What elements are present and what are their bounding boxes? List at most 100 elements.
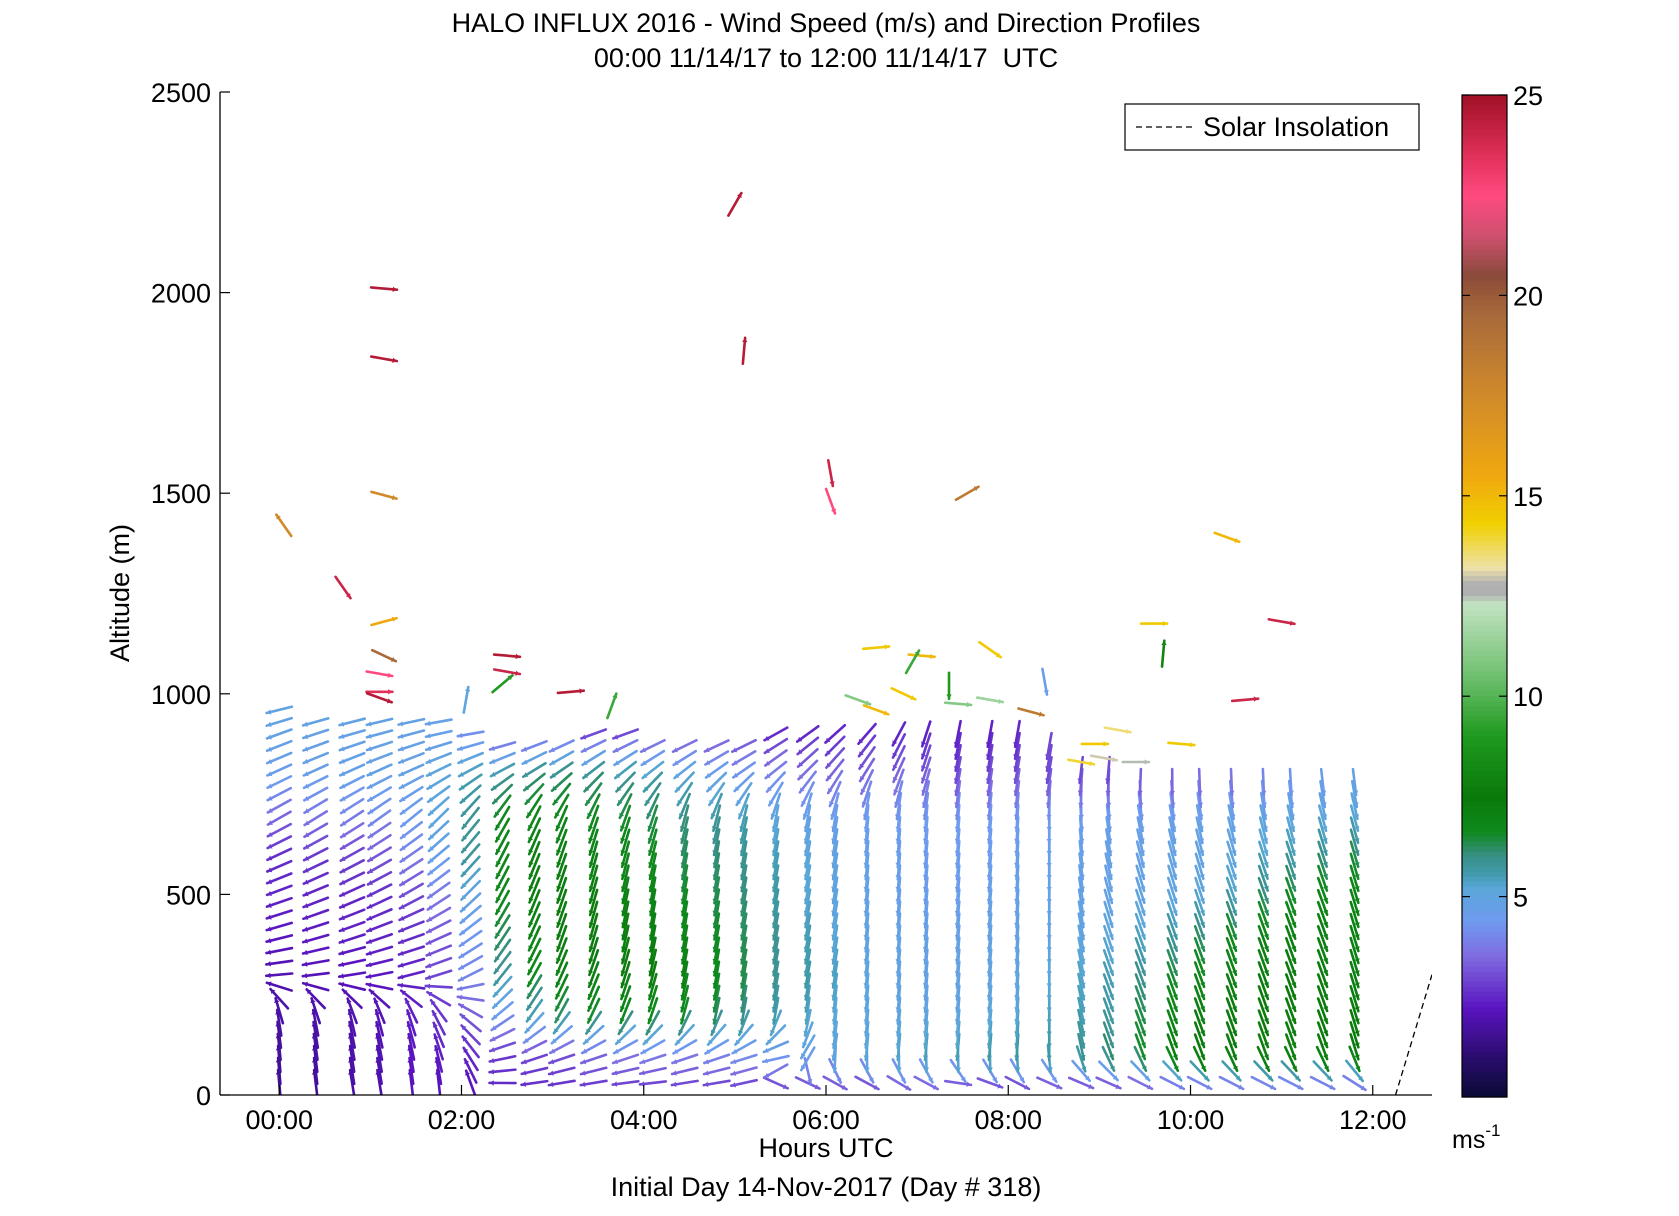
- colorbar-segment: [1462, 716, 1507, 722]
- wind-vector-head: [1263, 945, 1269, 951]
- wind-vector: [552, 1011, 571, 1035]
- wind-vector-head: [555, 812, 560, 818]
- wind-vector: [346, 997, 358, 1025]
- y-tick-label: 2000: [151, 279, 211, 309]
- wind-vector: [712, 984, 721, 1013]
- colorbar-segment: [1462, 245, 1507, 251]
- wind-vector: [802, 792, 813, 820]
- wind-vector-head: [712, 838, 718, 843]
- wind-vector-head: [550, 1048, 556, 1054]
- wind-vector-shaft: [1077, 936, 1086, 965]
- wind-vector-head: [986, 862, 992, 868]
- wind-vector-head: [401, 833, 407, 839]
- wind-vector: [366, 870, 393, 886]
- wind-vector-head: [1140, 897, 1146, 903]
- wind-vector-head: [400, 796, 406, 802]
- wind-vector: [1261, 767, 1267, 797]
- wind-vector-shaft: [893, 768, 905, 796]
- wind-vector-shaft: [1349, 828, 1360, 857]
- wind-vector-head: [1290, 849, 1296, 855]
- wind-vector: [734, 1023, 754, 1046]
- wind-vector-shaft: [579, 1066, 608, 1076]
- colorbar-segment: [1462, 205, 1507, 211]
- wind-vector: [1102, 949, 1115, 977]
- wind-vector: [739, 816, 749, 845]
- wind-vector: [494, 914, 511, 939]
- colorbar-segment: [1462, 195, 1507, 201]
- wind-vector: [1349, 852, 1360, 881]
- wind-vector-head: [427, 916, 433, 922]
- wind-vector-shaft: [491, 988, 514, 1010]
- wind-vector-head: [490, 1036, 496, 1042]
- wind-vector-shaft: [365, 692, 393, 704]
- wind-vector-head: [621, 946, 627, 952]
- wind-vector: [1316, 912, 1329, 941]
- wind-vector-shaft: [548, 1053, 576, 1065]
- wind-vector: [640, 749, 666, 767]
- wind-vector: [1135, 888, 1146, 917]
- wind-vector-head: [339, 961, 345, 968]
- wind-vector-head: [461, 894, 467, 900]
- wind-vector-shaft: [425, 751, 453, 765]
- colorbar-segment: [1462, 881, 1507, 888]
- wind-vector: [831, 828, 839, 857]
- wind-vector-head: [304, 783, 310, 789]
- wind-vector-head: [346, 998, 352, 1004]
- wind-vector-shaft: [1316, 1021, 1329, 1049]
- wind-vector-head: [1140, 1030, 1146, 1035]
- wind-vector-head: [400, 880, 406, 886]
- wind-vector: [1253, 1060, 1274, 1082]
- wind-vector: [1134, 949, 1147, 977]
- wind-vector: [1225, 925, 1238, 953]
- colorbar-segment: [1462, 560, 1507, 567]
- wind-vector-head: [1238, 1084, 1244, 1090]
- wind-vector-shaft: [522, 1025, 547, 1044]
- wind-vector: [528, 852, 541, 880]
- wind-vector-head: [860, 776, 865, 782]
- wind-vector-head: [549, 747, 555, 753]
- wind-vector: [1045, 767, 1053, 797]
- wind-vector-head: [527, 1004, 532, 1010]
- x-tick-label: 06:00: [792, 1105, 860, 1135]
- wind-vector: [493, 794, 512, 818]
- wind-vector: [1316, 985, 1329, 1013]
- wind-vector-head: [1323, 1042, 1329, 1048]
- wind-vector: [678, 792, 691, 820]
- wind-vector-head: [302, 973, 308, 979]
- wind-vector: [588, 852, 599, 881]
- wind-vector: [1221, 1060, 1242, 1082]
- wind-vector-head: [1291, 1054, 1297, 1060]
- chart-subtitle: 00:00 11/14/17 to 12:00 11/14/17 UTC: [594, 43, 1058, 73]
- wind-vector: [1127, 1075, 1154, 1091]
- wind-vector-shaft: [613, 749, 638, 767]
- wind-vector-shaft: [556, 924, 568, 953]
- wind-vector-shaft: [620, 973, 631, 1001]
- colorbar-tick-label: 5: [1513, 883, 1528, 913]
- wind-vector-head: [735, 1039, 741, 1045]
- wind-vector-shaft: [1077, 996, 1086, 1025]
- wind-vector-shaft: [1077, 1032, 1086, 1061]
- wind-vector-shaft: [365, 970, 394, 979]
- wind-vector-head: [771, 886, 777, 892]
- wind-vector: [425, 763, 452, 778]
- wind-vector-shaft: [520, 1079, 549, 1087]
- wind-vector-shaft: [1285, 1021, 1297, 1049]
- colorbar-segment: [1462, 741, 1507, 747]
- wind-vector: [670, 1079, 699, 1088]
- wind-vector-shaft: [621, 924, 630, 953]
- wind-vector: [265, 751, 293, 765]
- wind-vector-shaft: [975, 696, 1005, 704]
- wind-vector: [1103, 726, 1132, 735]
- wind-vector: [612, 728, 640, 740]
- wind-vector-head: [710, 813, 716, 819]
- wind-vector-shaft: [923, 791, 930, 821]
- wind-vector: [367, 821, 392, 839]
- wind-vector-shaft: [408, 1056, 415, 1086]
- wind-vector-shaft: [772, 888, 780, 917]
- wind-vector-shaft: [1285, 997, 1297, 1025]
- wind-vector-shaft: [620, 816, 631, 844]
- wind-vector: [1257, 1021, 1270, 1049]
- wind-vector-head: [303, 879, 309, 885]
- wind-vector-shaft: [1227, 804, 1236, 833]
- wind-vector-shaft: [1134, 900, 1146, 929]
